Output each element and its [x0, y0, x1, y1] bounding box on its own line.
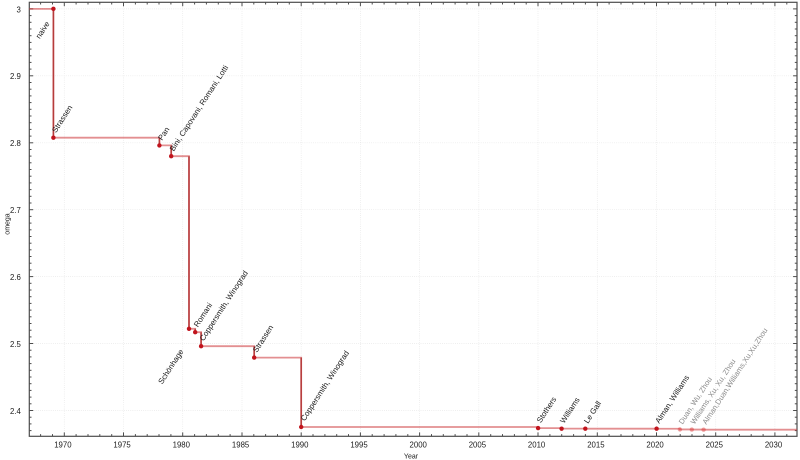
svg-text:1975: 1975 [113, 441, 131, 450]
svg-text:omega: omega [5, 213, 12, 235]
svg-text:2.4: 2.4 [10, 407, 22, 416]
svg-text:Year: Year [404, 454, 419, 460]
svg-text:2010: 2010 [528, 441, 546, 450]
svg-text:1995: 1995 [350, 441, 368, 450]
svg-text:1985: 1985 [232, 441, 250, 450]
svg-text:2030: 2030 [765, 441, 783, 450]
svg-text:2025: 2025 [706, 441, 724, 450]
svg-text:2.5: 2.5 [10, 340, 22, 349]
svg-text:2.9: 2.9 [10, 72, 21, 81]
svg-text:2015: 2015 [587, 441, 605, 450]
svg-text:2005: 2005 [469, 441, 487, 450]
svg-text:2.7: 2.7 [10, 206, 21, 215]
svg-text:2020: 2020 [646, 441, 664, 450]
svg-text:2.8: 2.8 [10, 139, 21, 148]
svg-text:2000: 2000 [410, 441, 428, 450]
svg-text:1970: 1970 [54, 441, 72, 450]
svg-text:3: 3 [16, 5, 20, 14]
svg-text:2.6: 2.6 [10, 273, 21, 282]
svg-text:1990: 1990 [291, 441, 309, 450]
svg-text:1980: 1980 [173, 441, 191, 450]
